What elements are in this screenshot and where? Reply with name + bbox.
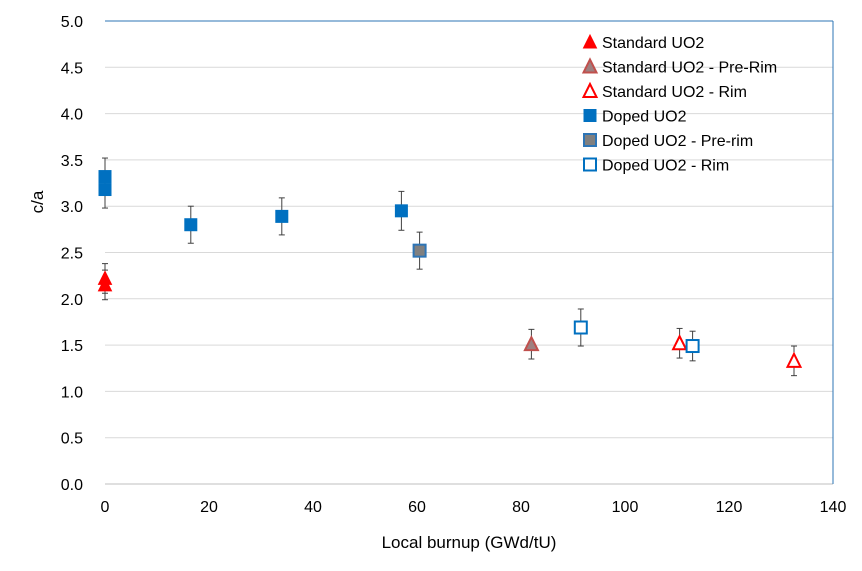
y-tick-label: 0.5 [61, 431, 83, 448]
data-point [671, 334, 688, 351]
data-point [97, 276, 113, 292]
legend-marker [583, 157, 597, 172]
x-tick-label: 0 [101, 499, 110, 516]
legend-label: Doped UO2 - Pre-rim [602, 133, 753, 150]
x-tick-label: 120 [716, 499, 743, 516]
legend-marker [583, 133, 597, 147]
y-tick-label: 0.0 [61, 477, 83, 494]
data-point [785, 351, 803, 368]
data-markers [97, 170, 803, 368]
data-point [275, 209, 289, 223]
legend-entry: Doped UO2 - Rim [583, 157, 729, 175]
data-point [184, 218, 198, 232]
legend-entry: Standard UO2 [582, 33, 704, 52]
legend-label: Doped UO2 [602, 109, 687, 126]
legend-marker [583, 109, 597, 122]
x-tick-label: 60 [408, 499, 426, 516]
legend-label: Doped UO2 - Rim [602, 158, 729, 175]
x-tick-label: 100 [612, 499, 639, 516]
x-tick-labels: 0 20 40 60 80 100 120 140 [101, 499, 847, 516]
y-tick-label: 2.5 [61, 246, 83, 263]
legend-entry: Doped UO2 - Pre-rim [583, 133, 753, 150]
y-tick-label: 1.0 [61, 384, 83, 401]
x-tick-label: 20 [200, 499, 218, 516]
data-point [523, 334, 540, 352]
y-tick-labels: 0.0 0.5 1.0 1.5 2.0 2.5 3.0 3.5 4.0 4.5 5.0 [61, 14, 83, 494]
legend-entry: Standard UO2 - Pre-Rim [581, 57, 777, 77]
legend-entry: Doped UO2 [583, 109, 687, 126]
y-tick-label: 5.0 [61, 14, 83, 31]
legend-marker [581, 81, 599, 98]
legend-label: Standard UO2 [602, 35, 704, 52]
legend: Standard UO2 Standard UO2 - Pre-Rim Standa… [581, 33, 777, 175]
data-point [412, 243, 427, 258]
legend-label: Standard UO2 - Pre-Rim [602, 60, 777, 77]
y-tick-label: 2.0 [61, 292, 83, 309]
x-tick-label: 40 [304, 499, 322, 516]
y-axis-title: c/a [28, 190, 47, 213]
data-point [98, 170, 112, 184]
y-tick-label: 4.0 [61, 107, 83, 124]
x-tick-label: 140 [820, 499, 847, 516]
legend-entry: Standard UO2 - Rim [581, 81, 747, 101]
data-point [573, 320, 588, 335]
legend-marker [582, 33, 598, 49]
legend-label: Standard UO2 - Rim [602, 84, 747, 101]
y-tick-label: 3.5 [61, 153, 83, 170]
y-tick-label: 1.5 [61, 338, 83, 355]
data-point [98, 183, 112, 197]
x-axis-title: Local burnup (GWd/tU) [382, 533, 557, 552]
axes [105, 20, 834, 485]
data-point [394, 204, 408, 218]
legend-marker [581, 57, 599, 74]
y-tick-label: 3.0 [61, 199, 83, 216]
data-point [685, 339, 700, 354]
x-tick-label: 80 [512, 499, 530, 516]
y-tick-label: 4.5 [61, 60, 83, 77]
